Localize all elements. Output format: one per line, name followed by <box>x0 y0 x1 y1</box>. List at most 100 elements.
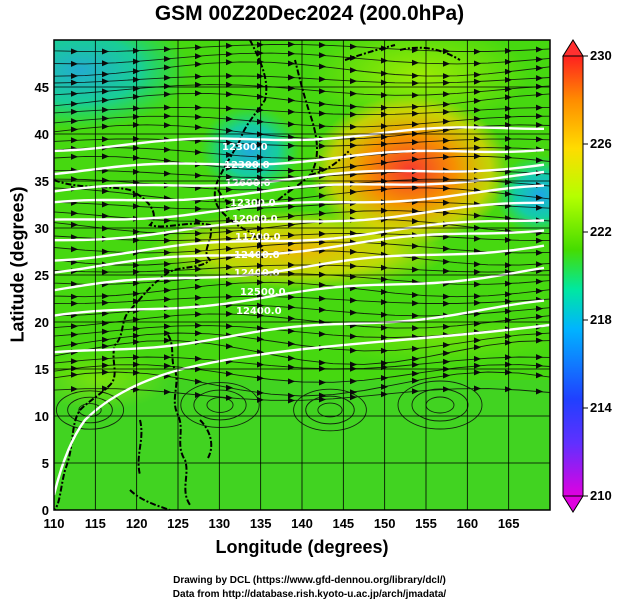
stream-arrow <box>319 101 326 107</box>
stream-arrow <box>288 392 295 399</box>
stream-arrow <box>226 264 233 271</box>
stream-arrow <box>195 266 202 273</box>
eddy-streamline <box>317 402 343 418</box>
stream-arrow <box>443 109 450 115</box>
stream-arrow <box>102 225 109 232</box>
stream-arrow <box>474 78 481 85</box>
geopotential-contour <box>54 244 545 292</box>
stream-arrow <box>288 397 295 404</box>
stream-arrow <box>443 60 450 67</box>
stream-arrow <box>412 388 419 395</box>
stream-arrow <box>288 221 295 228</box>
stream-arrow <box>443 101 450 108</box>
x-tick-label: 120 <box>126 516 148 531</box>
stream-arrow <box>164 249 171 256</box>
stream-arrow <box>226 217 233 224</box>
stream-arrow <box>226 245 233 252</box>
colorbar-tick-label: 210 <box>590 488 612 503</box>
stream-arrow <box>412 377 419 384</box>
stream-arrow <box>195 258 202 265</box>
stream-arrow <box>71 79 78 86</box>
stream-arrow <box>443 323 450 330</box>
stream-arrow <box>443 233 450 240</box>
stream-arrow <box>288 355 295 362</box>
stream-arrow <box>102 78 109 85</box>
stream-arrow <box>350 309 357 316</box>
stream-arrow <box>474 136 481 143</box>
x-tick-label: 135 <box>250 516 272 531</box>
stream-arrow <box>412 80 419 87</box>
stream-arrow <box>350 90 357 97</box>
stream-arrow <box>474 88 481 95</box>
stream-arrow <box>412 255 419 262</box>
eddy-streamline <box>293 388 367 432</box>
stream-arrow <box>474 310 481 317</box>
map-field: 12300.0 12300.0 12600.0 12300.0 12000.0 11700… <box>54 40 550 510</box>
streamline <box>54 115 550 128</box>
streamline <box>54 281 550 298</box>
stream-arrow <box>350 333 357 340</box>
streamline <box>54 332 550 352</box>
x-tick-label: 145 <box>332 516 354 531</box>
stream-arrow <box>288 60 295 67</box>
eddy-streamline <box>193 389 247 421</box>
stream-arrow <box>195 322 202 329</box>
stream-arrow <box>226 235 233 242</box>
geopotential-contour <box>54 229 545 274</box>
stream-arrow <box>226 42 233 49</box>
eddy-streamline <box>411 388 469 422</box>
stream-arrow <box>443 342 450 348</box>
eddy-streamline <box>55 390 125 430</box>
map-frame <box>53 39 551 511</box>
stream-arrow <box>536 278 543 285</box>
stream-arrow <box>102 299 109 306</box>
stream-arrow <box>350 142 357 149</box>
stream-arrow <box>226 310 233 317</box>
stream-arrow <box>443 91 450 98</box>
stream-arrow <box>102 106 109 113</box>
stream-arrow <box>71 371 78 378</box>
stream-arrow <box>536 337 543 344</box>
stream-arrow <box>226 72 233 79</box>
stream-arrow <box>536 388 543 395</box>
eddy-streamline <box>180 382 260 428</box>
stream-arrow <box>195 311 202 318</box>
stream-arrow <box>319 210 326 217</box>
y-tick-label: 25 <box>35 268 49 283</box>
stream-arrow <box>412 325 419 332</box>
streamline <box>54 201 550 210</box>
y-tick-label: 20 <box>35 315 49 330</box>
stream-arrow <box>102 188 109 195</box>
stream-arrow <box>412 103 419 110</box>
streamline <box>54 44 550 53</box>
streamline <box>54 84 550 96</box>
contour-label: 11700.0 <box>235 232 281 243</box>
stream-arrow <box>226 139 233 146</box>
stream-arrow <box>412 266 419 273</box>
stream-arrow <box>288 97 295 104</box>
stream-arrow <box>195 114 202 120</box>
contour-label: 12000.0 <box>232 214 278 225</box>
stream-arrow <box>412 121 419 128</box>
stream-arrow <box>226 186 233 193</box>
stream-arrow <box>226 173 233 180</box>
stream-arrow <box>319 396 326 403</box>
stream-arrow <box>350 43 357 50</box>
stream-arrow <box>350 361 357 368</box>
geopotential-contour <box>54 148 545 176</box>
stream-arrow <box>319 110 326 117</box>
contour-label: 12300.0 <box>222 142 268 153</box>
stream-arrow <box>536 204 543 211</box>
geopotential-contour <box>54 323 550 496</box>
contour-label: 12300.0 <box>230 198 276 209</box>
stream-arrow <box>288 196 295 203</box>
stream-arrow <box>226 51 233 58</box>
stream-arrow <box>226 343 233 350</box>
stream-arrow <box>536 261 543 268</box>
stream-arrow <box>443 137 450 144</box>
streamline <box>54 356 550 370</box>
stream-arrow <box>443 154 450 160</box>
stream-arrow <box>319 88 326 95</box>
stream-arrow <box>102 269 109 276</box>
stream-arrow <box>195 81 202 88</box>
